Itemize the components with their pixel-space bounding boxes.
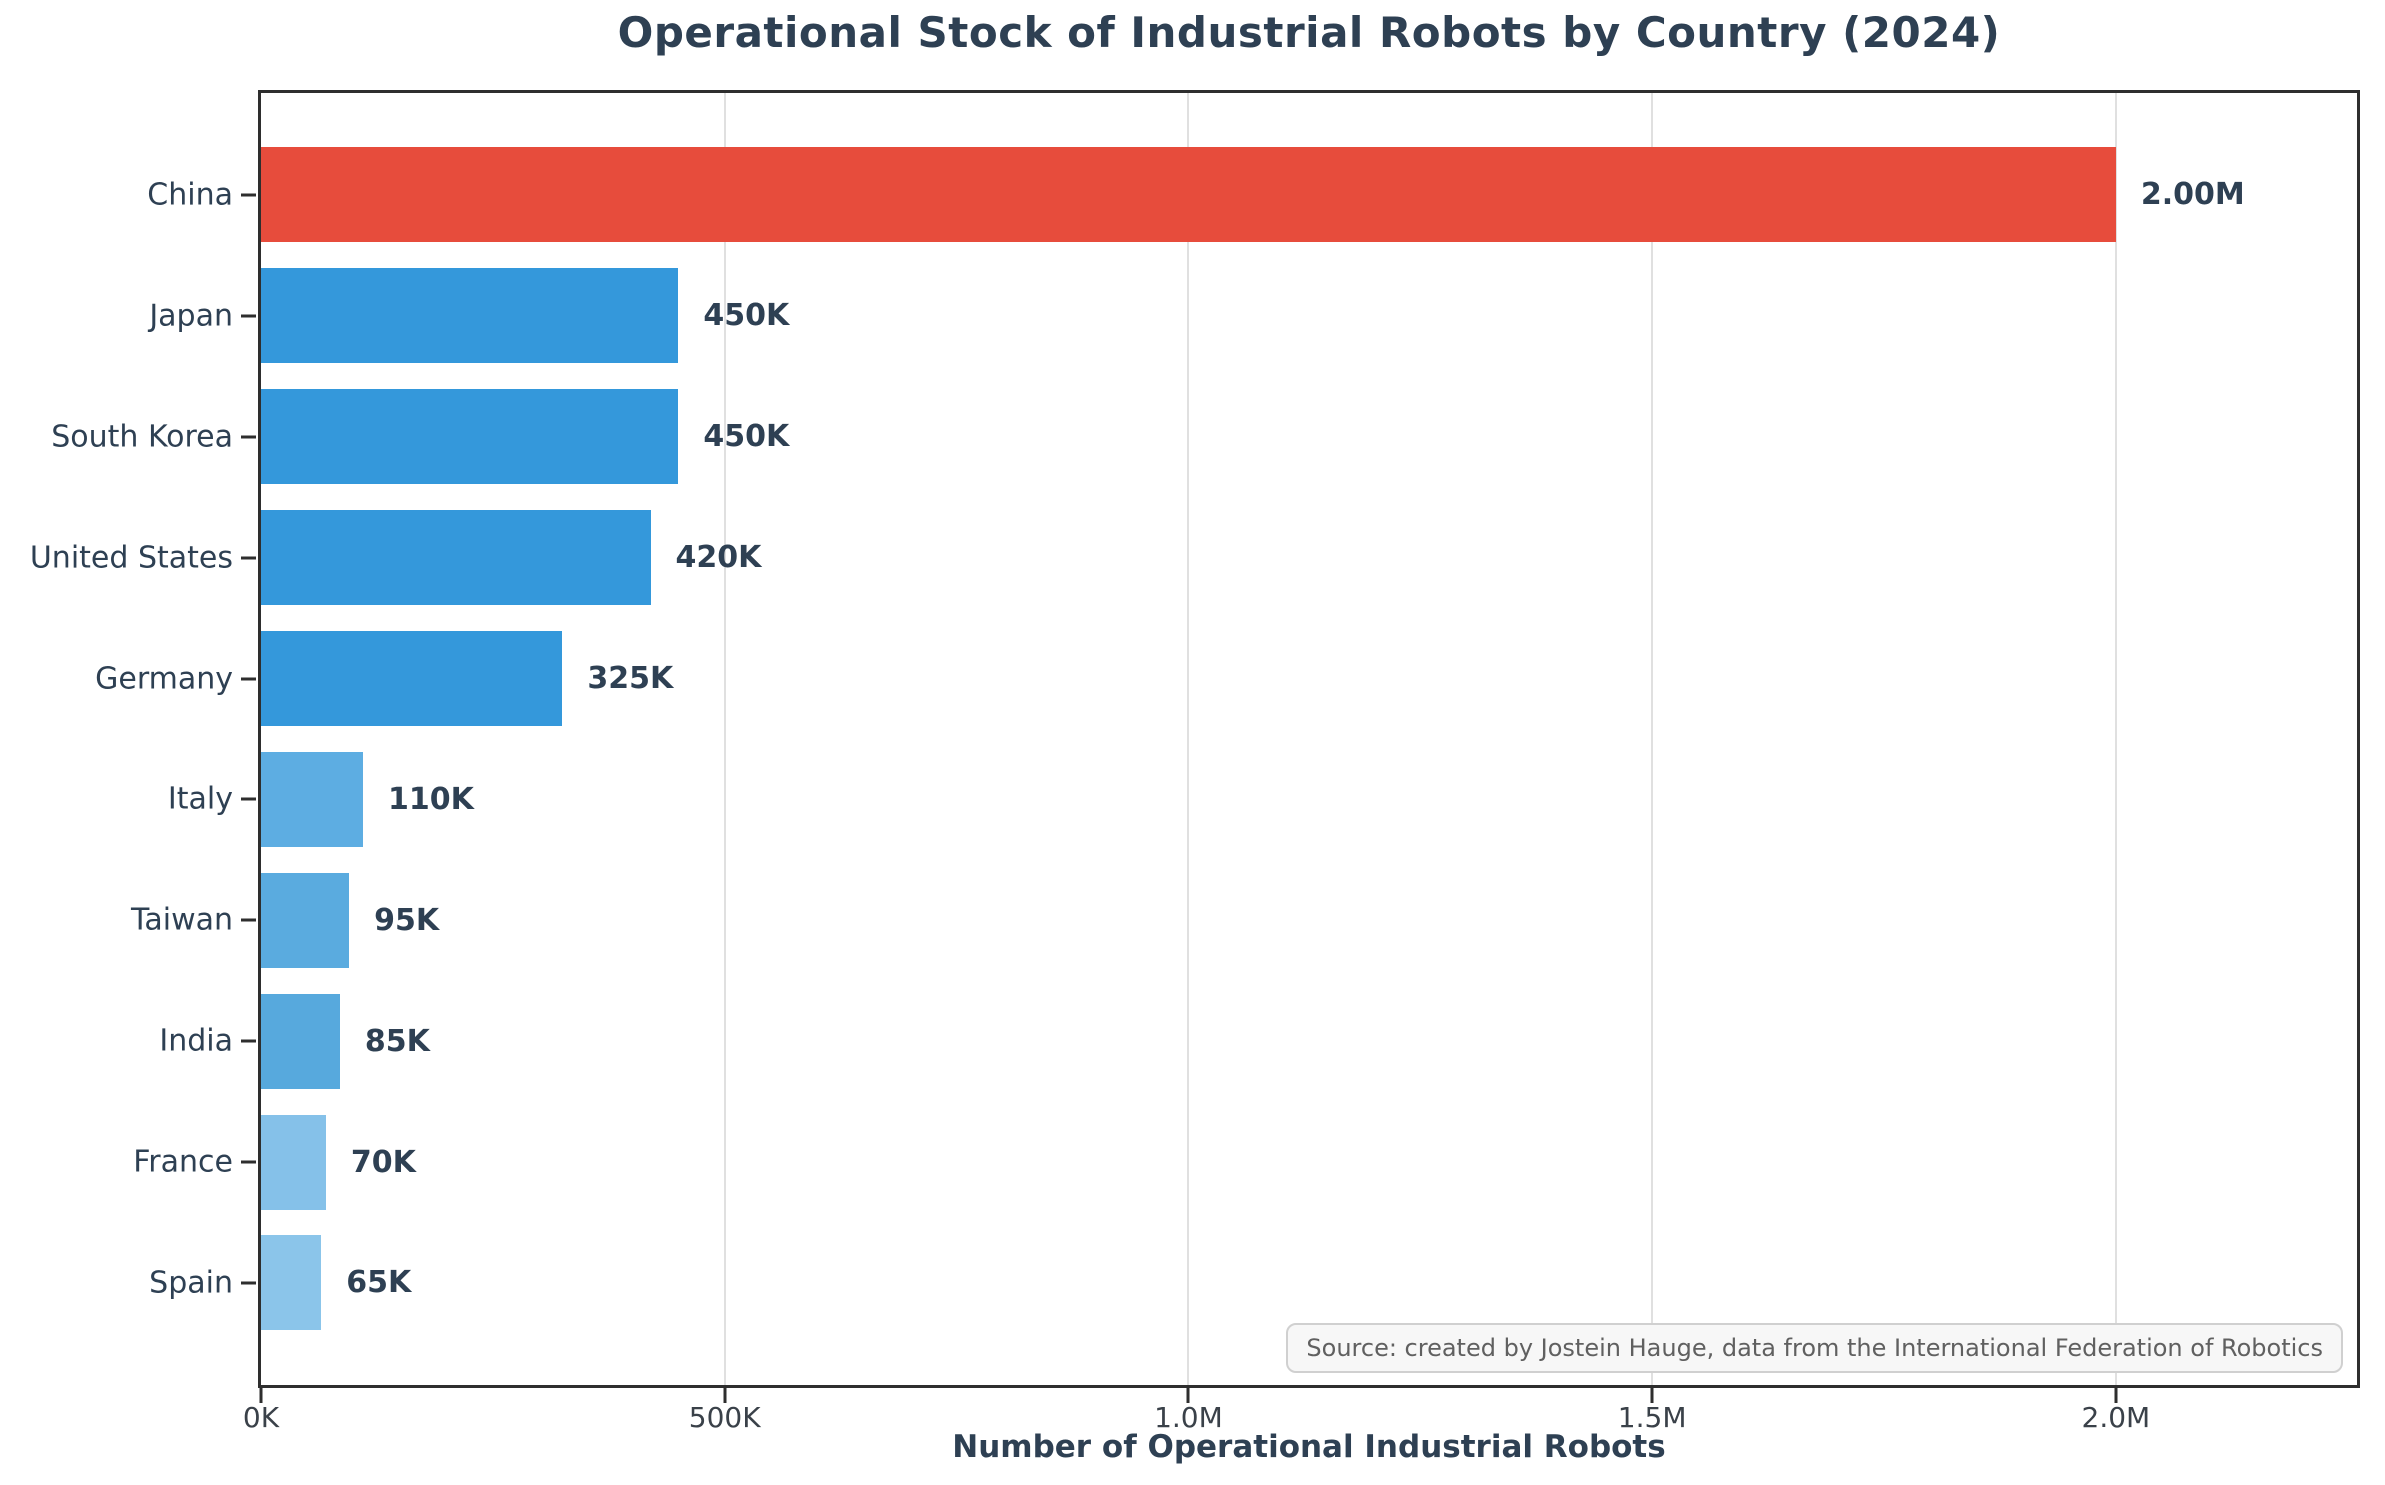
value-label: 110K — [388, 781, 474, 817]
category-label: United States — [29, 540, 233, 576]
x-tick-mark — [1186, 1388, 1190, 1403]
bar-germany — [261, 631, 563, 726]
bar-row: China 2.00M — [147, 135, 2357, 256]
x-tick-mark — [723, 1388, 727, 1403]
plot-area: China 2.00M Japan 450K South Korea 450K United… — [30, 90, 2360, 1434]
x-axis-label: Number of Operational Industrial Robots — [952, 1429, 1666, 1465]
value-label: 450K — [703, 298, 790, 334]
category-label: Italy — [167, 781, 233, 817]
value-label: 70K — [350, 1144, 416, 1180]
x-tick-label: 1.5M — [1617, 1401, 1687, 1434]
category-label: South Korea — [51, 419, 233, 455]
source-note: Source: created by Jostein Hauge, data f… — [1286, 1323, 2343, 1373]
x-tick-label: 2.0M — [2081, 1401, 2151, 1434]
bar-row: Taiwan 95K — [131, 860, 2357, 981]
category-label: France — [133, 1144, 233, 1180]
bar-united-states — [261, 510, 651, 606]
category-label: Spain — [149, 1265, 233, 1301]
bar-taiwan — [261, 872, 350, 968]
bar-row: France 70K — [133, 1102, 2357, 1223]
bar-france — [261, 1114, 326, 1210]
bar-south-korea — [261, 389, 679, 485]
category-label: India — [159, 1023, 233, 1059]
bar-row: Italy 110K — [168, 739, 2357, 860]
value-label: 2.00M — [2140, 177, 2245, 213]
x-tick-mark — [259, 1388, 263, 1403]
bar-row: Japan 450K — [149, 255, 2357, 376]
bars-layer: China 2.00M Japan 450K South Korea 450K United… — [30, 93, 2357, 1385]
x-tick-label: 500K — [688, 1401, 761, 1434]
bar-china — [261, 147, 2116, 243]
bar-spain — [261, 1235, 322, 1331]
chart-title: Operational Stock of Industrial Robots b… — [617, 8, 2001, 57]
bar-italy — [261, 751, 364, 847]
value-label: 95K — [374, 902, 440, 938]
bar-row: Germany 325K — [95, 618, 2357, 739]
bar-india — [261, 993, 340, 1089]
x-tick-label: 1.0M — [1154, 1401, 1223, 1434]
value-label: 450K — [703, 419, 790, 455]
value-label: 85K — [364, 1023, 430, 1059]
category-label: China — [147, 177, 233, 213]
bar-row: South Korea 450K — [51, 376, 2357, 497]
x-tick-mark — [1650, 1388, 1654, 1403]
bar-row: India 85K — [159, 981, 2357, 1102]
bar-japan — [261, 268, 679, 364]
value-label: 420K — [675, 540, 762, 576]
value-label: 65K — [346, 1265, 412, 1301]
bar-row: Spain 65K — [149, 1223, 2357, 1344]
x-tick-label: 0K — [242, 1401, 280, 1434]
x-tick-mark — [2114, 1388, 2118, 1403]
category-label: Japan — [149, 298, 233, 334]
category-label: Germany — [95, 661, 233, 696]
category-label: Taiwan — [130, 902, 233, 938]
bar-row: United States 420K — [30, 497, 2357, 618]
value-label: 325K — [587, 661, 674, 696]
